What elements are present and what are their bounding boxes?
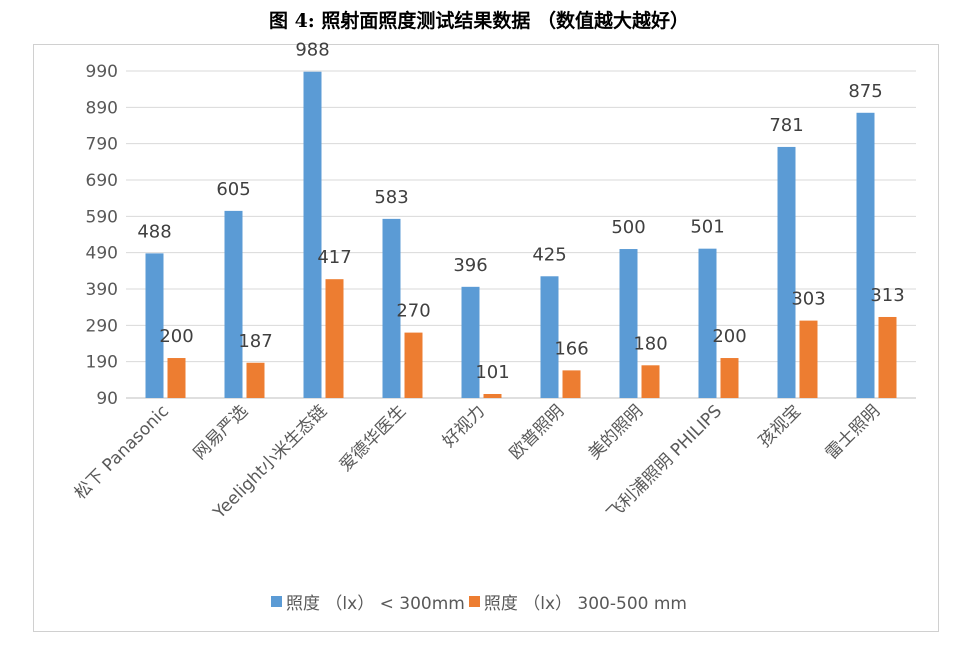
- y-tick-label: 90: [96, 389, 118, 409]
- bar-2-10: [878, 316, 897, 398]
- y-tick-label: 190: [86, 353, 118, 373]
- y-tick-label: 290: [86, 316, 118, 336]
- bar-2-5: [483, 394, 502, 398]
- bar-2-2: [246, 362, 265, 398]
- data-label: 180: [633, 333, 667, 354]
- bar-2-1: [167, 358, 186, 398]
- bar-2-9: [799, 320, 818, 398]
- bar-1-5: [461, 286, 480, 398]
- bar-2-8: [720, 358, 739, 398]
- data-label: 270: [396, 301, 430, 322]
- x-tick-label: 雷士照明: [822, 401, 884, 463]
- bar-1-7: [619, 249, 638, 398]
- bar-1-9: [777, 146, 796, 398]
- data-label: 313: [870, 285, 904, 306]
- legend-label-series-1: 照度 （lx） < 300mm: [286, 594, 465, 614]
- data-label: 166: [554, 338, 588, 359]
- data-label: 396: [453, 255, 487, 276]
- y-tick-label: 690: [86, 171, 118, 191]
- y-tick-label: 790: [86, 135, 118, 155]
- bar-1-4: [382, 218, 401, 398]
- data-label: 200: [712, 326, 746, 347]
- data-label: 500: [611, 217, 645, 238]
- bar-2-6: [562, 370, 581, 398]
- bar-1-10: [856, 112, 875, 399]
- bar-1-1: [145, 253, 164, 398]
- x-tick-label: 孩视宝: [755, 401, 805, 451]
- data-label: 781: [769, 115, 803, 136]
- bar-1-6: [540, 276, 559, 398]
- bar-1-3: [303, 71, 322, 398]
- legend-label-series-2: 照度 （lx） 300-500 mm: [483, 594, 687, 614]
- bar-2-7: [641, 365, 660, 398]
- data-label: 988: [295, 40, 329, 61]
- legend-item-series-2: 照度 （lx） 300-500 mm: [468, 589, 687, 614]
- bar-1-8: [698, 248, 717, 398]
- data-label: 583: [374, 187, 408, 208]
- x-tick-label: 美的照明: [585, 401, 647, 463]
- y-tick-label: 490: [86, 244, 118, 264]
- data-label: 101: [475, 362, 509, 383]
- data-label: 200: [159, 326, 193, 347]
- x-tick-label: 网易严选: [190, 401, 252, 463]
- bar-2-3: [325, 279, 344, 398]
- y-tick-label: 990: [86, 62, 118, 82]
- data-label: 417: [317, 247, 351, 268]
- bar-2-4: [404, 332, 423, 398]
- chart-legend: 照度 （lx） < 300mm 照度 （lx） 300-500 mm: [0, 589, 958, 614]
- x-tick-label: 松下 Panasonic: [71, 401, 173, 503]
- data-label: 875: [848, 81, 882, 102]
- x-tick-label: 好视力: [439, 401, 489, 451]
- x-tick-label: 欧普照明: [506, 401, 568, 463]
- legend-swatch-series-2: [468, 596, 480, 607]
- data-label: 425: [532, 244, 566, 265]
- legend-swatch-series-1: [271, 596, 283, 607]
- y-tick-label: 890: [86, 98, 118, 118]
- chart-title: 图 4: 照射面照度测试结果数据 （数值越大越好）: [268, 10, 690, 32]
- data-label: 488: [137, 221, 171, 242]
- y-tick-label: 590: [86, 207, 118, 227]
- data-label: 605: [216, 179, 250, 200]
- data-label: 303: [791, 289, 825, 310]
- x-tick-label: 爱德华医生: [336, 401, 410, 475]
- data-label: 187: [238, 331, 272, 352]
- y-tick-label: 390: [86, 280, 118, 300]
- bar-1-2: [224, 210, 243, 398]
- data-label: 501: [690, 217, 724, 238]
- legend-item-series-1: 照度 （lx） < 300mm: [271, 589, 465, 614]
